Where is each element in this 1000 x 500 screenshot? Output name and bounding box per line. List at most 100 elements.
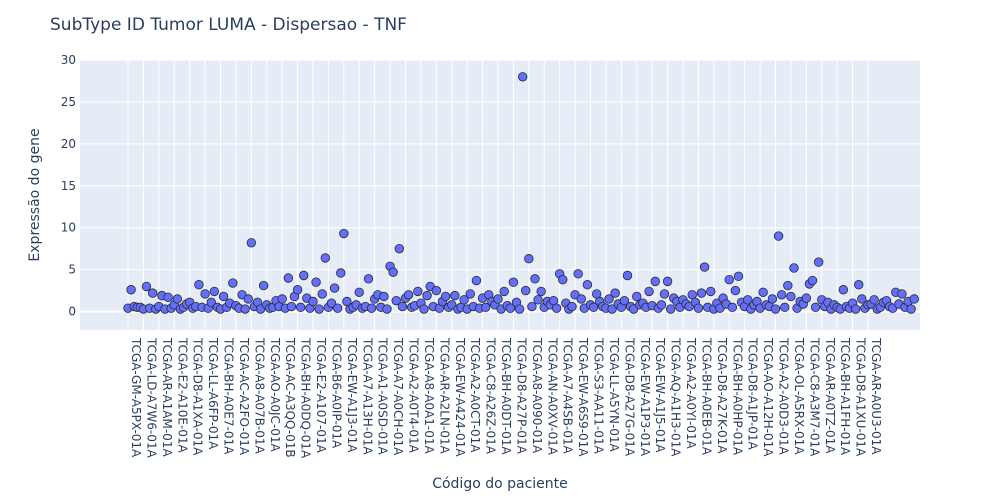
- data-point: [505, 303, 516, 313]
- x-tick-labels: TCGA-GM-A5PX-01A TCGA-LD-A7W6-01A TCGA-AR-…: [129, 337, 883, 459]
- y-axis-title: Expressão do gene: [27, 128, 43, 261]
- data-point: [770, 304, 781, 314]
- data-point: [517, 72, 528, 82]
- x-tick-label: TCGA-C8-A3M7-01A: [807, 337, 821, 457]
- y-tick-label: 20: [61, 137, 76, 151]
- data-point: [743, 295, 753, 305]
- data-point: [514, 304, 525, 314]
- x-tick-label: TCGA-E2-A10E-01A: [175, 337, 189, 454]
- data-point: [521, 285, 531, 296]
- data-point: [604, 294, 614, 304]
- data-point: [258, 280, 269, 291]
- data-point: [786, 291, 796, 302]
- x-tick-label: TCGA-EW-A1P3-01A: [638, 337, 652, 457]
- x-tick-label: TCGA-AQ-A1H3-01A: [669, 337, 683, 457]
- data-point: [286, 301, 297, 312]
- data-point: [422, 290, 432, 301]
- data-point: [610, 288, 620, 298]
- data-point: [536, 286, 546, 297]
- data-point: [329, 283, 340, 293]
- data-point: [789, 263, 799, 273]
- x-tick-label: TCGA-AR-A1AM-01A: [160, 337, 174, 457]
- data-point: [644, 286, 654, 297]
- data-point: [403, 290, 414, 300]
- data-point: [659, 289, 670, 299]
- data-point: [780, 302, 790, 313]
- x-tick-label: TCGA-AC-A2FO-01A: [237, 337, 251, 456]
- x-tick-label: TCGA-D8-A1XU-01A: [854, 337, 868, 457]
- data-point: [838, 285, 849, 295]
- data-point: [206, 297, 216, 308]
- data-point: [459, 295, 469, 305]
- data-point: [320, 253, 331, 263]
- data-point: [530, 274, 540, 284]
- x-tick-label: TCGA-A7-A0CH-01A: [391, 337, 405, 456]
- x-tick-label: TCGA-LL-A6FP-01A: [206, 337, 220, 450]
- data-point: [243, 294, 253, 304]
- data-point: [391, 295, 401, 306]
- data-point: [493, 294, 503, 304]
- data-point: [699, 262, 710, 272]
- x-tick-label: TCGA-BH-A0EB-01A: [699, 337, 713, 456]
- data-point: [299, 270, 309, 281]
- data-point: [465, 289, 475, 299]
- x-tick-label: TCGA-A8-A0A1-01A: [422, 337, 436, 455]
- data-point: [508, 277, 519, 287]
- data-point: [897, 289, 907, 299]
- data-point: [776, 290, 787, 300]
- data-point: [576, 294, 586, 304]
- data-point: [783, 280, 793, 291]
- data-point: [582, 280, 593, 290]
- data-point: [758, 287, 768, 297]
- data-point: [662, 276, 673, 287]
- data-point: [854, 280, 864, 290]
- data-points: [123, 72, 919, 314]
- data-point: [366, 303, 377, 313]
- x-tick-label: TCGA-A1-A0SD-01A: [376, 337, 390, 456]
- data-point: [767, 294, 778, 304]
- data-point: [431, 285, 442, 296]
- x-tick-label: TCGA-BH-A0DT-01A: [499, 337, 513, 455]
- data-point: [471, 275, 482, 286]
- data-point: [524, 254, 534, 264]
- y-tick-label: 0: [68, 305, 76, 319]
- data-point: [308, 296, 318, 307]
- data-point: [209, 286, 220, 297]
- x-tick-label: TCGA-A2-A0YI-01A: [684, 337, 698, 450]
- x-tick-label: TCGA-D8-A27K-01A: [715, 337, 729, 454]
- x-tick-label: TCGA-A7-A13H-01A: [360, 337, 374, 455]
- data-point: [363, 274, 374, 284]
- x-tick-label: TCGA-BH-A0DQ-01A: [299, 337, 313, 459]
- data-point: [194, 280, 204, 290]
- x-tick-label: TCGA-A7-A4SB-01A: [561, 337, 575, 455]
- data-point: [277, 294, 287, 304]
- data-point: [813, 257, 824, 267]
- data-point: [773, 231, 784, 241]
- data-point: [200, 289, 210, 299]
- x-tick-label: TCGA-BH-A1FH-01A: [838, 337, 852, 456]
- data-point: [283, 273, 294, 283]
- data-point: [326, 298, 337, 308]
- data-point: [339, 228, 349, 239]
- data-point: [240, 304, 250, 314]
- data-point: [379, 291, 389, 302]
- data-point: [533, 295, 543, 305]
- data-point: [126, 285, 136, 295]
- data-point: [850, 304, 861, 314]
- x-tick-label: TCGA-D8-A1JP-01A: [746, 337, 760, 450]
- x-tick-label: TCGA-A8-A090-01A: [530, 337, 544, 454]
- data-point: [558, 274, 568, 285]
- data-point: [163, 292, 173, 302]
- data-point: [656, 300, 667, 310]
- x-tick-label: TCGA-EW-A6S9-01A: [576, 337, 590, 457]
- data-point: [388, 267, 398, 277]
- data-point: [480, 302, 491, 313]
- data-point: [394, 243, 405, 254]
- x-tick-label: TCGA-B6-A0IP-01A: [329, 337, 343, 449]
- x-tick-label: TCGA-E2-A107-01A: [314, 337, 328, 454]
- data-point: [632, 291, 642, 302]
- data-point: [619, 295, 630, 306]
- y-tick-label: 15: [61, 179, 76, 193]
- data-point: [419, 304, 429, 314]
